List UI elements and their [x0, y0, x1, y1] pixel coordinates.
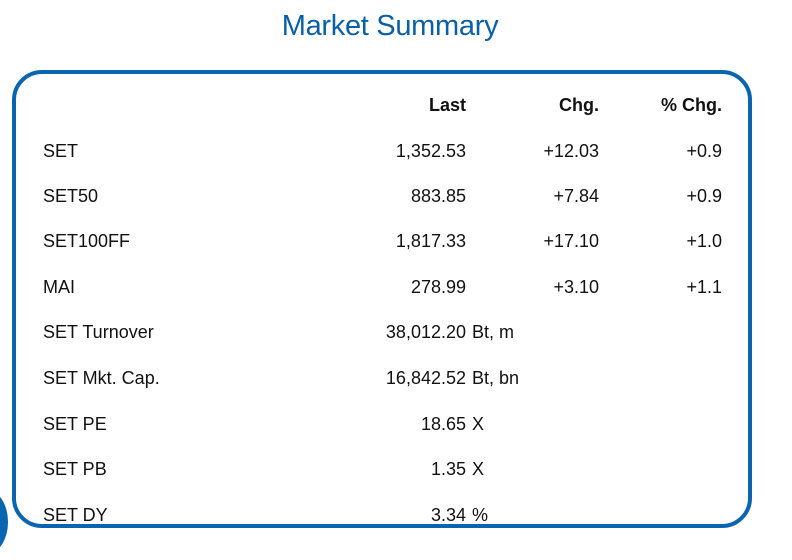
stat-value: 18.65 [420, 414, 466, 434]
stat-unit: % [472, 505, 489, 525]
stat-row: SET Turnover 38,012.20 Bt, m [0, 320, 792, 344]
stat-row: SET DY 3.34 % [0, 503, 792, 527]
index-pct-chg: +1.1 [686, 277, 722, 297]
table-row: SET50 883.85 +7.84 +0.9 [0, 184, 792, 208]
stat-row: SET Mkt. Cap. 16,842.52 Bt, bn [0, 366, 792, 390]
header-chg: Chg. [559, 95, 599, 115]
header-pct-chg: % Chg. [661, 95, 722, 115]
decorative-circle [0, 492, 8, 552]
stat-name: SET PE [43, 414, 107, 434]
index-chg: +3.10 [553, 277, 599, 297]
stat-unit: X [472, 459, 485, 479]
stat-name: SET PB [43, 459, 107, 479]
index-last: 1,817.33 [395, 231, 466, 251]
market-summary-panel [12, 70, 752, 528]
stat-value: 16,842.52 [385, 368, 466, 388]
index-name: MAI [43, 277, 76, 297]
index-chg: +17.10 [543, 231, 599, 251]
stat-row: SET PB 1.35 X [0, 457, 792, 481]
stat-name: SET Turnover [43, 322, 154, 342]
table-row: SET100FF 1,817.33 +17.10 +1.0 [0, 229, 792, 253]
stat-name: SET Mkt. Cap. [43, 368, 160, 388]
index-pct-chg: +0.9 [686, 186, 722, 206]
table-row: MAI 278.99 +3.10 +1.1 [0, 275, 792, 299]
stat-row: SET PE 18.65 X [0, 412, 792, 436]
index-name: SET50 [43, 186, 99, 206]
stat-value: 38,012.20 [385, 322, 466, 342]
stat-value: 3.34 [430, 505, 466, 525]
index-chg: +7.84 [553, 186, 599, 206]
index-pct-chg: +0.9 [686, 141, 722, 161]
page-title: Market Summary [281, 10, 499, 42]
index-chg: +12.03 [543, 141, 599, 161]
table-header: Last Chg. % Chg. [0, 93, 792, 117]
index-last: 883.85 [410, 186, 466, 206]
stat-unit: Bt, bn [472, 368, 520, 388]
header-last: Last [428, 95, 466, 115]
index-name: SET [43, 141, 79, 161]
stat-unit: X [472, 414, 485, 434]
index-last: 278.99 [410, 277, 466, 297]
stat-value: 1.35 [430, 459, 466, 479]
stat-unit: Bt, m [472, 322, 515, 342]
stat-name: SET DY [43, 505, 108, 525]
index-last: 1,352.53 [395, 141, 466, 161]
index-name: SET100FF [43, 231, 131, 251]
table-row: SET 1,352.53 +12.03 +0.9 [0, 139, 792, 163]
index-pct-chg: +1.0 [686, 231, 722, 251]
